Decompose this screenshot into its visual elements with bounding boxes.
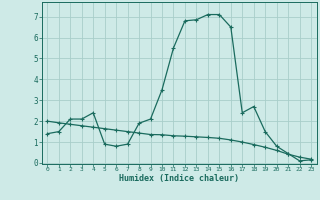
X-axis label: Humidex (Indice chaleur): Humidex (Indice chaleur)	[119, 174, 239, 183]
